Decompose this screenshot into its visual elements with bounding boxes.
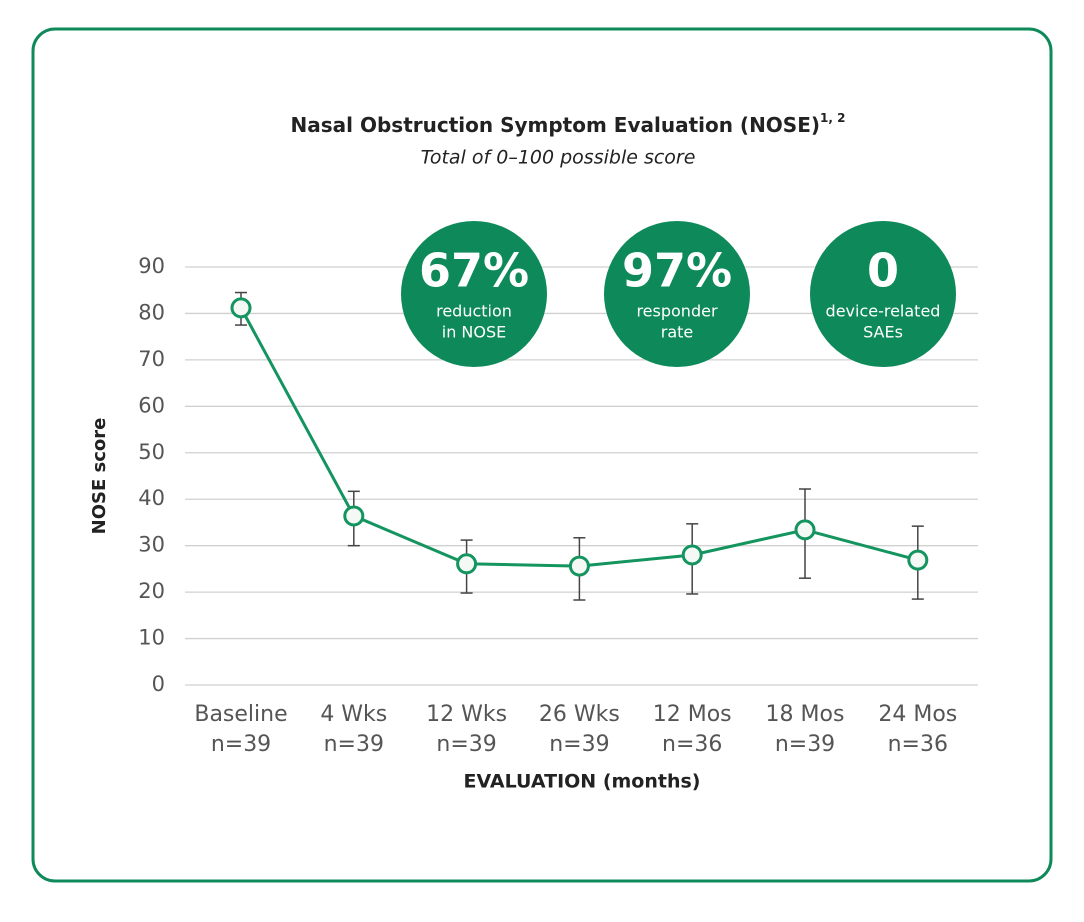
title-superscript: 1, 2 [820, 111, 845, 125]
callout-text: rate [661, 323, 694, 342]
y-tick-label: 0 [152, 672, 165, 696]
callout-text: responder [636, 302, 717, 321]
y-tick-label: 10 [138, 626, 165, 650]
x-tick-label: 24 Mos [878, 702, 957, 727]
data-point [907, 549, 929, 571]
y-tick-label: 30 [138, 533, 165, 557]
callout-value: 0 [867, 244, 899, 298]
y-tick-label: 40 [138, 486, 165, 510]
y-tick-label: 60 [138, 393, 165, 417]
callout-badge [810, 221, 956, 367]
chart-title: Nasal Obstruction Symptom Evaluation (NO… [291, 111, 846, 137]
callout-badge [604, 221, 750, 367]
callout-badge [401, 221, 547, 367]
x-axis-label: EVALUATION (months) [464, 771, 701, 793]
callout-value: 67% [419, 244, 529, 298]
data-point [456, 553, 478, 575]
y-tick-label: 50 [138, 440, 165, 464]
n-label: n=36 [662, 732, 722, 757]
x-tick-label: 12 Mos [653, 702, 732, 727]
data-point [681, 544, 703, 566]
x-tick-label: Baseline [194, 702, 287, 727]
x-tick-label: 4 Wks [320, 702, 387, 727]
data-point [230, 297, 252, 319]
callout-text: SAEs [863, 323, 903, 342]
y-tick-label: 20 [138, 579, 165, 603]
y-tick-label: 80 [138, 300, 165, 324]
callout-value: 97% [622, 244, 732, 298]
card-border [31, 27, 1053, 883]
data-point [794, 519, 816, 541]
n-label: n=39 [436, 732, 496, 757]
n-label: n=39 [775, 732, 835, 757]
data-point [343, 505, 365, 527]
title-text: Nasal Obstruction Symptom Evaluation (NO… [291, 113, 820, 137]
y-tick-label: 90 [138, 254, 165, 278]
callout-text: device-related [826, 302, 941, 321]
x-tick-label: 12 Wks [426, 702, 507, 727]
callout-text: reduction [436, 302, 512, 321]
x-tick-label: 18 Mos [766, 702, 845, 727]
n-label: n=39 [211, 732, 271, 757]
n-label: n=36 [888, 732, 948, 757]
n-label: n=39 [324, 732, 384, 757]
callout-text: in NOSE [442, 323, 507, 342]
y-tick-label: 70 [138, 347, 165, 371]
chart-subtitle: Total of 0–100 possible score [421, 147, 696, 169]
x-tick-label: 26 Wks [539, 702, 620, 727]
n-label: n=39 [549, 732, 609, 757]
y-axis-label: NOSE score [89, 418, 110, 535]
data-point [568, 555, 590, 577]
